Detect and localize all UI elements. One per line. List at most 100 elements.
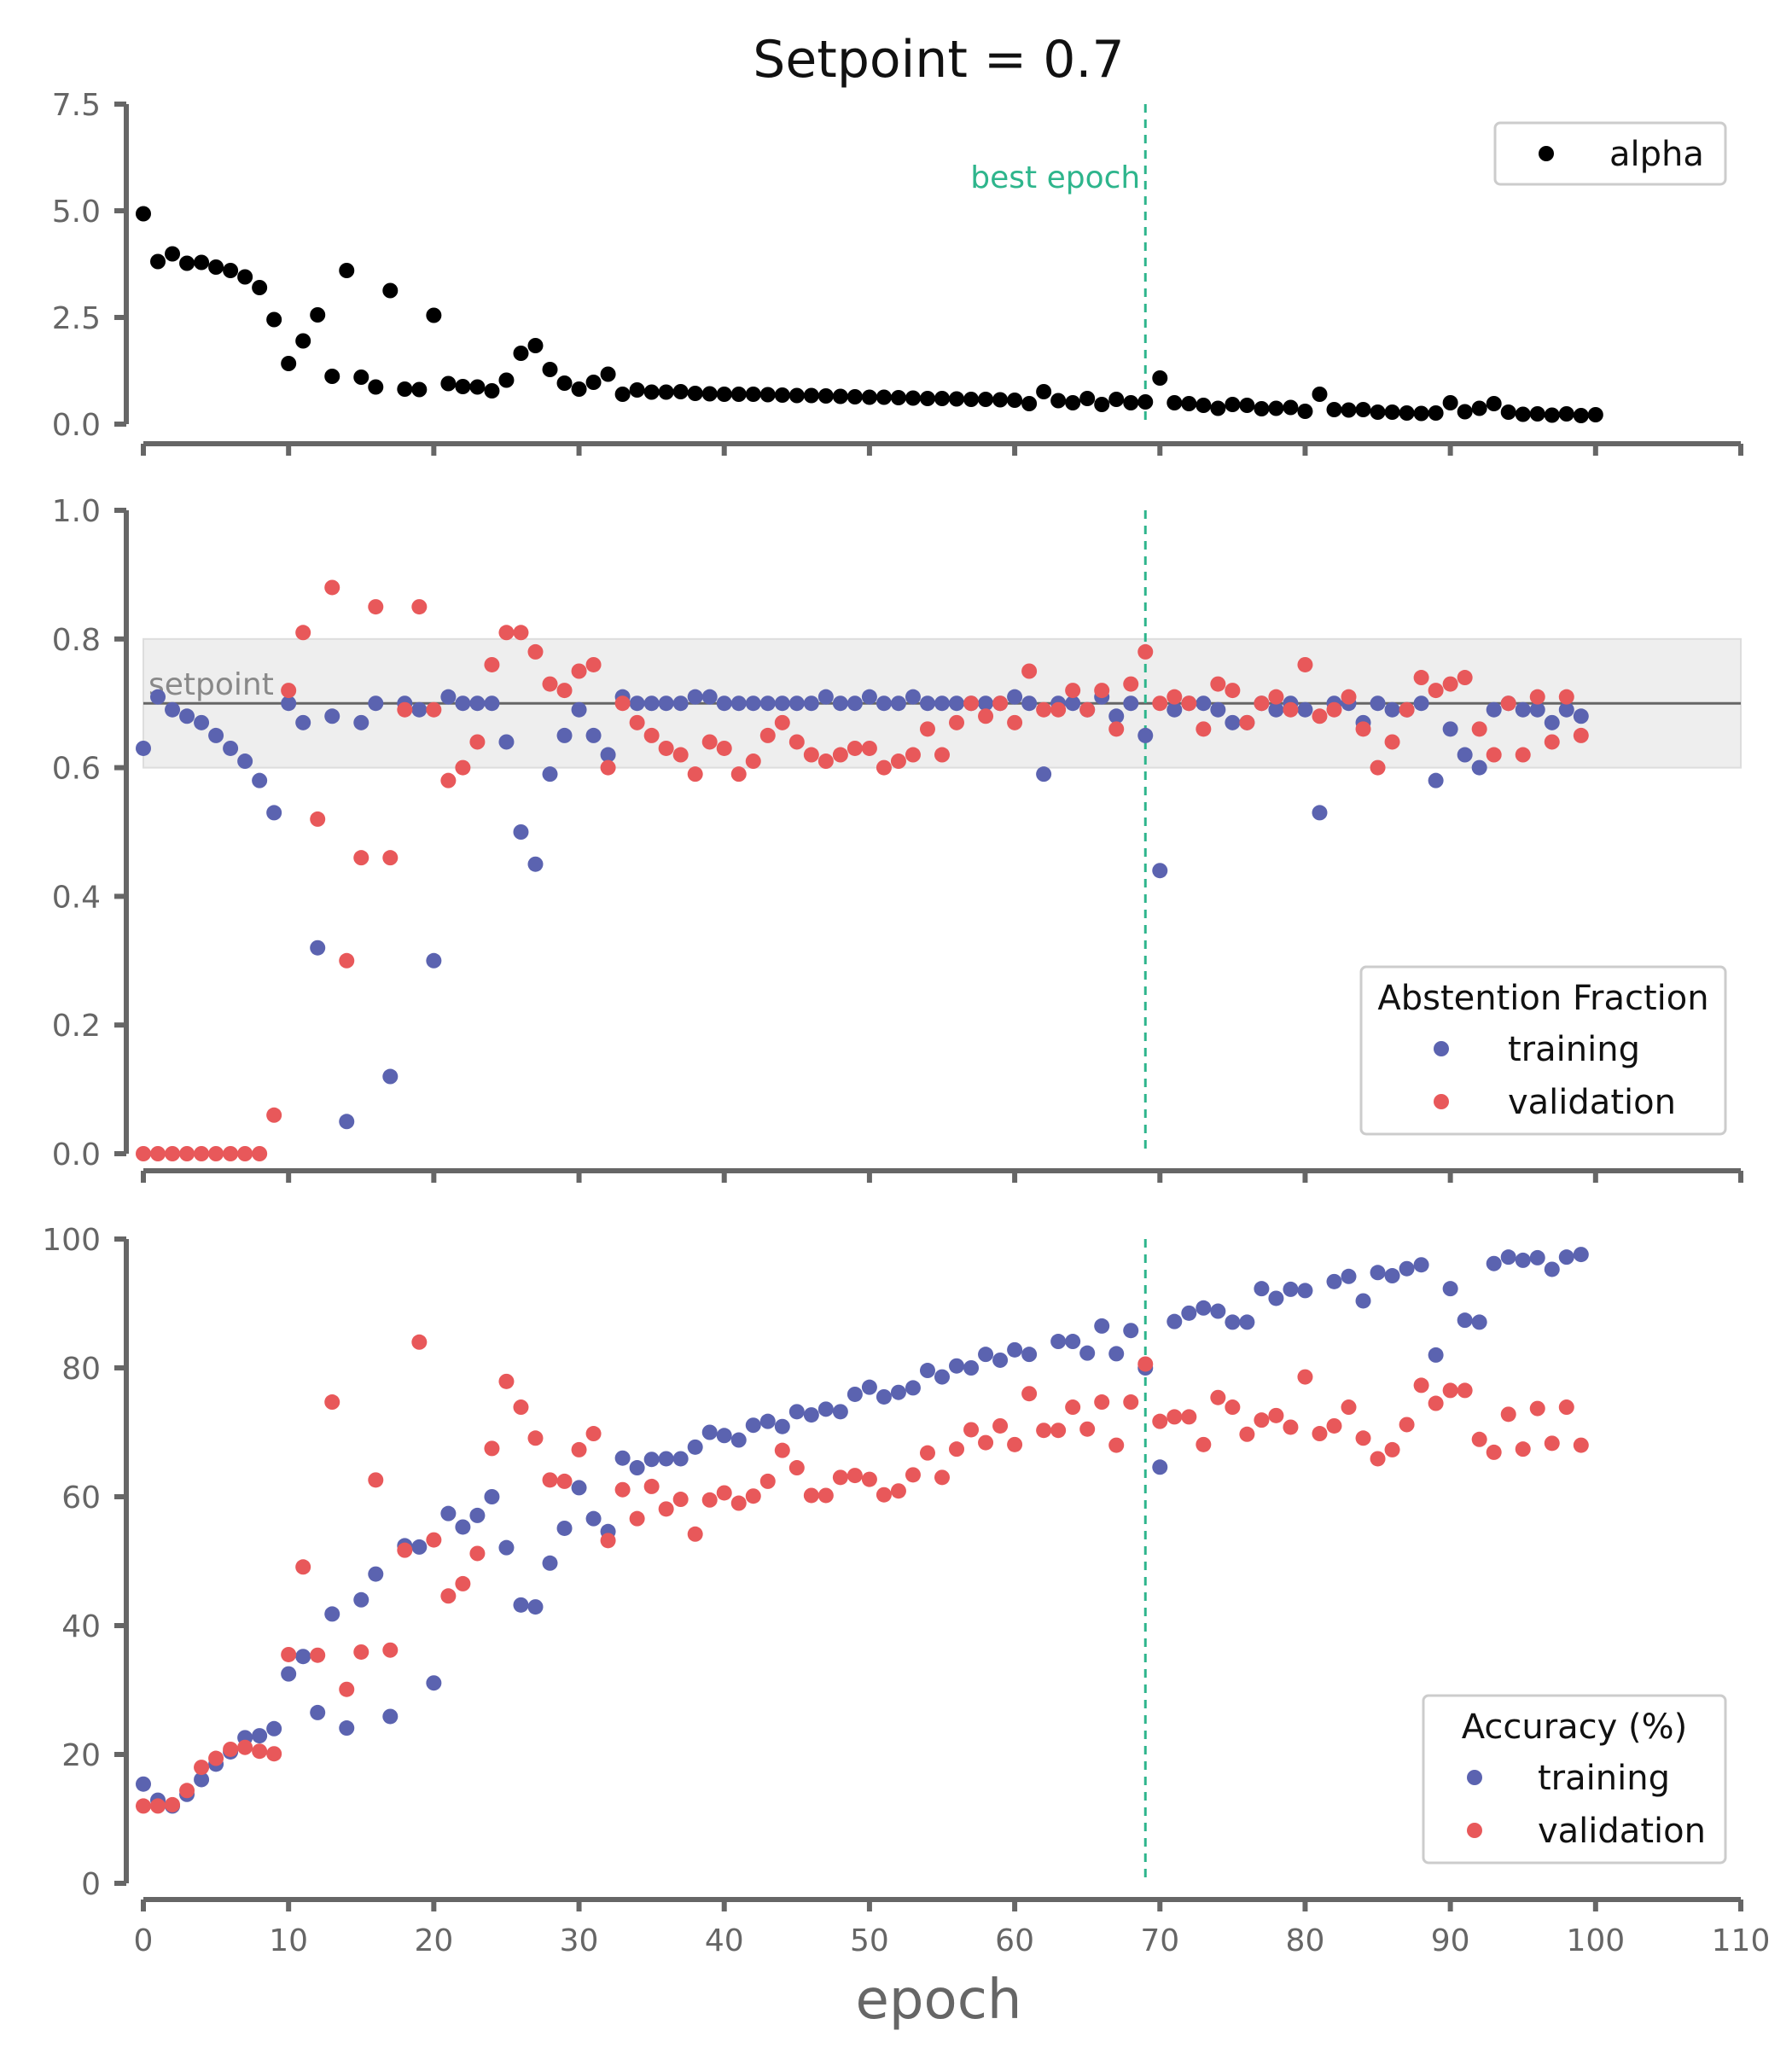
legend-marker	[1467, 1770, 1482, 1785]
data-point	[310, 1704, 326, 1720]
data-point	[1370, 404, 1386, 420]
y-tick-label: 5.0	[52, 195, 101, 230]
data-point	[716, 1428, 732, 1444]
data-point	[1399, 405, 1415, 421]
data-point	[600, 366, 616, 382]
data-point	[1137, 643, 1154, 660]
data-point	[745, 1488, 761, 1504]
data-point	[165, 1796, 181, 1812]
data-point	[1442, 395, 1458, 410]
data-point	[803, 1487, 819, 1504]
data-point	[1355, 721, 1371, 737]
x-tick-label: 90	[1431, 1923, 1470, 1958]
data-point	[1181, 695, 1197, 712]
data-point	[455, 695, 471, 712]
legend-alpha: alpha	[1493, 121, 1727, 186]
data-point	[745, 1417, 761, 1434]
data-point	[1007, 1436, 1023, 1452]
data-point	[498, 1373, 515, 1389]
data-point	[136, 1146, 151, 1161]
data-point	[919, 695, 935, 712]
data-point	[949, 714, 965, 730]
data-point	[1558, 689, 1574, 705]
data-point	[643, 727, 660, 743]
data-point	[832, 1404, 848, 1420]
data-point	[237, 1739, 253, 1755]
data-point	[658, 695, 674, 712]
data-point	[1283, 1281, 1299, 1297]
data-point	[1123, 1394, 1139, 1411]
data-point	[310, 940, 326, 956]
data-point	[1558, 406, 1574, 422]
data-point	[774, 1418, 790, 1434]
data-point	[455, 379, 471, 394]
data-point	[1471, 400, 1487, 416]
data-point	[861, 389, 877, 405]
x-tick-label: 100	[1566, 1923, 1625, 1958]
data-point	[978, 1434, 994, 1451]
legend-accuracy: Accuracy (%) training validation	[1422, 1694, 1727, 1865]
data-point	[1152, 370, 1168, 386]
data-point	[585, 656, 602, 672]
data-point	[905, 747, 921, 763]
data-point	[1021, 695, 1038, 712]
data-point	[266, 311, 282, 328]
data-point	[368, 599, 384, 615]
series-alpha-alpha	[136, 206, 1603, 423]
data-point	[469, 695, 486, 712]
best-epoch-label: best epoch	[970, 160, 1140, 195]
data-point	[643, 1478, 660, 1494]
data-point	[788, 387, 805, 404]
data-point	[1094, 1394, 1110, 1411]
data-point	[876, 695, 892, 712]
data-point	[397, 381, 413, 397]
data-point	[1297, 701, 1313, 718]
data-point	[1108, 1437, 1125, 1453]
data-point	[978, 392, 994, 407]
data-point	[585, 727, 602, 743]
data-point	[832, 695, 848, 712]
data-point	[817, 388, 834, 404]
data-point	[1428, 405, 1444, 421]
data-point	[1399, 1260, 1415, 1277]
data-point	[1573, 708, 1589, 724]
data-point	[1544, 714, 1560, 730]
data-point	[1196, 721, 1212, 737]
data-point	[1558, 1399, 1574, 1416]
data-point	[382, 850, 399, 866]
data-point	[426, 307, 442, 323]
data-point	[1544, 407, 1560, 423]
data-point	[556, 1520, 573, 1536]
data-point	[295, 625, 311, 641]
data-point	[1108, 392, 1125, 407]
data-point	[817, 1487, 834, 1504]
data-point	[803, 387, 819, 404]
y-tick-label: 0.0	[52, 408, 101, 443]
x-tick-label: 80	[1286, 1923, 1325, 1958]
data-point	[876, 389, 892, 405]
data-point	[1268, 701, 1284, 718]
data-point	[1312, 805, 1328, 821]
data-point	[411, 381, 428, 398]
data-point	[1225, 714, 1241, 730]
data-point	[1050, 1334, 1067, 1350]
data-point	[1413, 695, 1429, 712]
data-point	[1167, 395, 1183, 410]
data-point	[1341, 1399, 1357, 1416]
data-point	[571, 1441, 587, 1457]
data-point	[963, 695, 980, 712]
data-point	[382, 1642, 399, 1658]
data-point	[1254, 695, 1270, 712]
data-point	[730, 387, 747, 402]
data-point	[716, 387, 732, 402]
data-point	[949, 695, 965, 712]
data-point	[368, 1472, 384, 1488]
data-point	[1225, 1399, 1241, 1416]
data-point	[803, 695, 819, 712]
data-point	[774, 1442, 790, 1458]
data-point	[1529, 701, 1545, 718]
data-point	[208, 1146, 224, 1161]
data-point	[1021, 1386, 1038, 1402]
data-point	[1500, 695, 1516, 712]
